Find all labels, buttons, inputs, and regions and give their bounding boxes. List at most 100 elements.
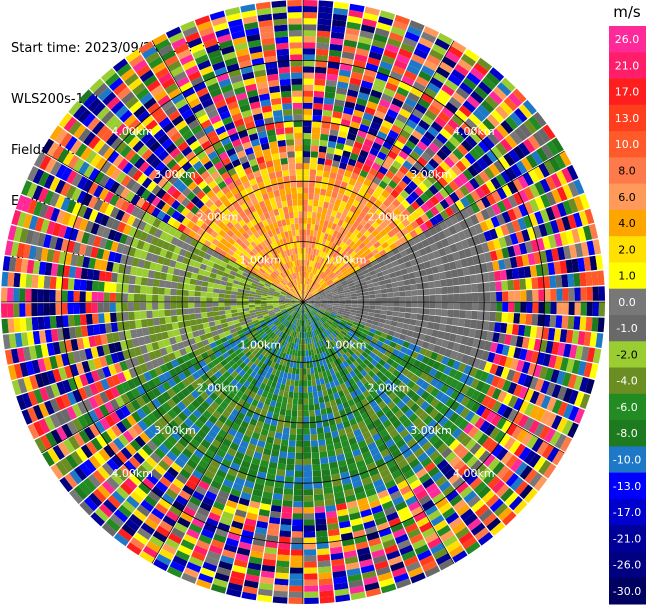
radar-gate bbox=[444, 50, 460, 64]
radar-gate bbox=[357, 42, 371, 51]
radar-gate bbox=[37, 316, 45, 330]
radar-gate bbox=[315, 524, 327, 532]
radar-gate bbox=[586, 347, 596, 363]
radar-gate bbox=[405, 139, 416, 151]
radar-gate bbox=[369, 305, 376, 310]
radar-gate bbox=[553, 233, 563, 247]
radar-gate bbox=[212, 292, 219, 298]
radar-gate bbox=[312, 281, 317, 287]
radar-gate bbox=[307, 380, 312, 387]
radar-gate bbox=[242, 302, 249, 306]
radar-gate bbox=[367, 225, 376, 234]
radar-gate bbox=[323, 323, 329, 329]
radar-gate bbox=[392, 20, 408, 31]
radar-gate bbox=[319, 271, 325, 278]
radar-gate bbox=[340, 280, 348, 285]
radar-gate bbox=[410, 220, 420, 230]
radar-gate bbox=[293, 392, 299, 399]
radar-gate bbox=[290, 561, 303, 568]
radar-gate bbox=[356, 271, 364, 278]
radar-gate bbox=[328, 326, 335, 332]
radar-gate bbox=[321, 317, 327, 323]
radar-gate bbox=[288, 591, 303, 598]
radar-gate bbox=[290, 416, 297, 423]
radar-gate bbox=[454, 211, 465, 222]
radar-gate bbox=[324, 498, 336, 507]
radar-gate bbox=[333, 244, 339, 252]
radar-gate bbox=[481, 489, 496, 504]
radar-gate bbox=[349, 314, 356, 319]
radar-gate bbox=[367, 283, 374, 288]
radar-gate bbox=[550, 302, 557, 315]
radar-gate bbox=[393, 386, 402, 396]
radar-gate bbox=[43, 316, 51, 330]
radar-gate bbox=[325, 79, 337, 88]
radar-gate bbox=[444, 348, 453, 358]
radar-gate bbox=[437, 32, 453, 46]
radar-gate bbox=[435, 338, 443, 347]
radar-gate bbox=[345, 255, 353, 262]
radar-gate bbox=[290, 379, 295, 387]
radar-gate bbox=[303, 283, 305, 290]
radar-gate bbox=[470, 378, 480, 389]
radar-gate bbox=[425, 199, 435, 210]
radar-gate bbox=[323, 286, 330, 291]
radar-gate bbox=[316, 262, 320, 269]
radar-gate bbox=[478, 532, 494, 546]
radar-gate bbox=[328, 282, 335, 287]
radar-gate bbox=[538, 302, 545, 314]
radar-gate bbox=[314, 305, 321, 308]
radar-gate bbox=[366, 344, 374, 352]
radar-gate bbox=[316, 212, 322, 220]
radar-gate bbox=[67, 290, 74, 302]
radar-gate bbox=[339, 234, 346, 241]
radar-gate bbox=[275, 401, 282, 409]
radar-gate bbox=[508, 290, 515, 302]
radar-gate bbox=[360, 265, 368, 272]
radar-gate bbox=[110, 282, 117, 293]
radar-gate bbox=[43, 303, 50, 316]
radar-gate bbox=[523, 201, 534, 215]
radar-gate bbox=[25, 274, 33, 288]
radar-gate bbox=[566, 164, 579, 181]
radar-gate bbox=[320, 280, 326, 286]
radar-gate bbox=[586, 240, 596, 256]
radar-gate bbox=[447, 286, 454, 294]
radar-gate bbox=[337, 334, 344, 341]
radar-gate bbox=[406, 266, 414, 274]
radar-gate bbox=[366, 209, 375, 218]
radar-gate bbox=[139, 302, 147, 311]
radar-gate bbox=[306, 284, 310, 291]
radar-gate bbox=[312, 470, 322, 477]
radar-gate bbox=[19, 303, 26, 317]
radar-gate bbox=[466, 72, 481, 86]
radar-gate bbox=[489, 427, 501, 440]
radar-gate bbox=[500, 224, 510, 236]
radar-gate bbox=[164, 295, 171, 302]
radar-gate bbox=[139, 294, 147, 302]
radar-gate bbox=[303, 96, 313, 103]
radar-gate bbox=[270, 505, 282, 513]
radar-gate bbox=[339, 297, 346, 300]
radar-gate bbox=[371, 277, 379, 283]
radar-gate bbox=[460, 508, 474, 522]
radar-gate bbox=[312, 290, 318, 295]
radar-gate bbox=[420, 456, 433, 468]
radar-gate bbox=[318, 289, 325, 294]
radar-gate bbox=[342, 353, 349, 361]
radar-gate bbox=[492, 461, 505, 475]
radar-gate bbox=[461, 354, 470, 365]
radar-gate bbox=[218, 306, 225, 311]
radar-gate bbox=[344, 308, 351, 312]
radar-gate bbox=[362, 288, 369, 293]
radar-gate bbox=[314, 297, 321, 300]
radar-gate bbox=[322, 315, 329, 320]
radar-gate bbox=[529, 405, 541, 419]
radar-gate bbox=[586, 302, 593, 316]
radar-gate bbox=[92, 269, 100, 281]
radar-gate bbox=[435, 66, 451, 79]
radar-gate bbox=[319, 309, 326, 313]
radar-gate bbox=[391, 198, 401, 208]
radar-gate bbox=[338, 187, 346, 195]
radar-gate bbox=[361, 255, 369, 263]
